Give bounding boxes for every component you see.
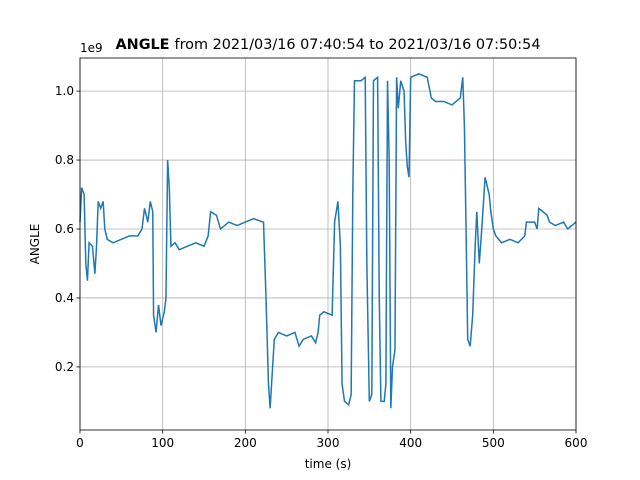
title-bold: ANGLE [116,37,170,53]
y-tick-label: 0.4 [55,291,74,305]
offset-label: 1e9 [80,41,103,55]
title-rest: from 2021/03/16 07:40:54 to 2021/03/16 0… [175,37,541,53]
x-axis-label: time (s) [305,457,352,471]
x-tick-label: 300 [317,436,340,450]
y-tick-label: 0.6 [55,222,74,236]
x-tick-label: 500 [482,436,505,450]
chart-title: ANGLE from 2021/03/16 07:40:54 to 2021/03… [116,37,541,53]
x-tick-label: 600 [565,436,588,450]
y-tick-label: 0.2 [55,360,74,374]
y-tick-label: 1.0 [55,84,74,98]
title-backdrop [140,34,520,54]
x-tick-label: 200 [234,436,257,450]
y-tick-label: 0.8 [55,153,74,167]
y-axis-label: ANGLE [28,224,42,265]
plot-frame [79,57,577,431]
data-line [79,73,577,409]
x-tick-label: 400 [399,436,422,450]
x-tick-label: 100 [151,436,174,450]
x-tick-label: 0 [76,436,84,450]
